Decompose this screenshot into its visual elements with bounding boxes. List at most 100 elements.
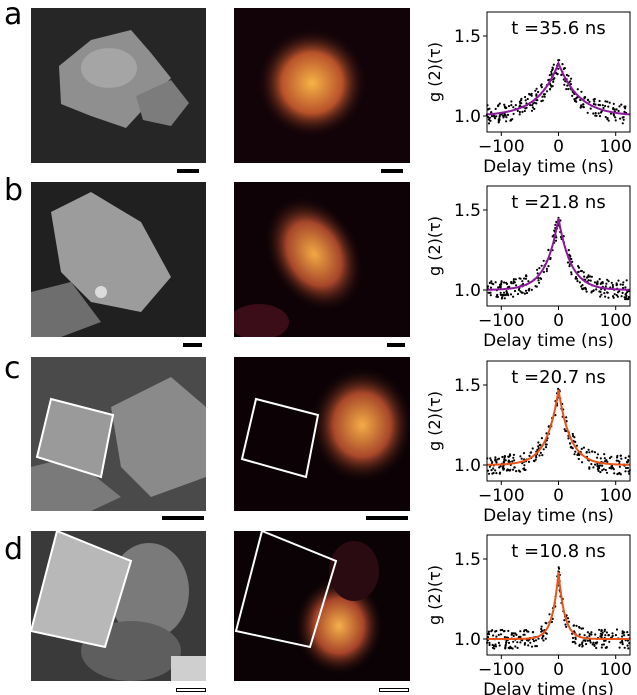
data-point bbox=[492, 467, 495, 470]
data-point bbox=[601, 631, 604, 634]
data-point bbox=[565, 73, 568, 77]
data-point bbox=[504, 646, 507, 649]
data-point bbox=[515, 470, 518, 473]
data-point bbox=[617, 279, 620, 282]
data-point bbox=[524, 95, 527, 99]
data-point bbox=[585, 451, 588, 454]
data-point bbox=[541, 95, 544, 98]
data-point bbox=[624, 105, 627, 108]
data-point bbox=[564, 623, 567, 626]
data-point bbox=[574, 642, 577, 645]
data-point bbox=[597, 103, 600, 106]
data-point bbox=[540, 437, 543, 440]
plot-title: t =20.7 ns bbox=[511, 367, 605, 388]
data-point bbox=[622, 118, 625, 121]
data-point bbox=[595, 642, 598, 645]
data-point bbox=[588, 451, 591, 454]
fit-line bbox=[487, 571, 630, 640]
data-point bbox=[569, 83, 572, 86]
data-point bbox=[540, 630, 543, 633]
data-point bbox=[489, 286, 493, 289]
data-point bbox=[607, 280, 610, 283]
data-point bbox=[518, 113, 521, 116]
data-point bbox=[494, 107, 497, 110]
data-point bbox=[627, 633, 630, 637]
data-point bbox=[530, 94, 533, 97]
data-point bbox=[511, 460, 514, 463]
data-point bbox=[593, 100, 596, 103]
data-point bbox=[509, 454, 512, 457]
data-point bbox=[603, 292, 606, 295]
data-point bbox=[585, 642, 588, 646]
data-point bbox=[618, 646, 621, 649]
data-point bbox=[589, 275, 592, 278]
x-tick-label: −100 bbox=[478, 311, 525, 331]
data-point bbox=[589, 279, 592, 282]
data-point bbox=[600, 634, 603, 637]
data-point bbox=[497, 118, 500, 122]
data-point bbox=[571, 447, 574, 450]
data-point bbox=[524, 468, 527, 471]
data-point bbox=[510, 633, 513, 636]
data-point bbox=[500, 280, 503, 283]
data-point bbox=[491, 461, 494, 464]
data-point bbox=[621, 643, 624, 646]
data-point bbox=[537, 279, 540, 282]
data-point bbox=[550, 72, 553, 75]
data-point bbox=[496, 293, 499, 296]
data-point bbox=[588, 466, 591, 469]
data-point bbox=[595, 288, 598, 291]
data-point bbox=[499, 293, 502, 296]
data-point bbox=[568, 265, 571, 268]
data-point bbox=[488, 465, 491, 468]
data-point bbox=[501, 296, 504, 299]
scale-bar-c1 bbox=[162, 516, 204, 520]
data-point bbox=[626, 631, 629, 634]
data-point bbox=[610, 281, 613, 284]
data-point bbox=[606, 117, 609, 121]
data-point bbox=[490, 459, 493, 462]
data-point bbox=[522, 633, 525, 636]
data-point bbox=[503, 457, 506, 461]
data-point bbox=[498, 283, 502, 286]
data-point bbox=[578, 644, 581, 647]
data-point bbox=[512, 453, 515, 456]
data-point bbox=[575, 444, 578, 447]
data-point bbox=[581, 284, 584, 287]
data-point bbox=[581, 287, 584, 290]
data-point bbox=[596, 456, 599, 459]
data-point bbox=[557, 567, 561, 570]
data-point bbox=[623, 296, 626, 299]
data-point bbox=[598, 628, 601, 631]
data-point bbox=[537, 90, 540, 94]
data-point bbox=[599, 290, 602, 293]
data-point bbox=[598, 99, 601, 103]
data-point bbox=[523, 109, 526, 113]
data-point bbox=[516, 109, 519, 112]
data-point bbox=[597, 465, 600, 468]
data-point bbox=[582, 106, 585, 109]
y-tick-label: 1.5 bbox=[454, 201, 481, 221]
data-point bbox=[622, 631, 625, 634]
data-point bbox=[510, 100, 513, 103]
data-point bbox=[623, 646, 626, 649]
data-point bbox=[545, 443, 548, 446]
data-point bbox=[562, 78, 565, 81]
data-point bbox=[532, 459, 535, 462]
data-point bbox=[604, 295, 607, 298]
data-point bbox=[527, 639, 530, 642]
data-point bbox=[592, 289, 595, 293]
data-point bbox=[509, 293, 513, 296]
data-point bbox=[626, 639, 629, 642]
data-point bbox=[606, 460, 609, 463]
data-point bbox=[594, 463, 597, 466]
data-point bbox=[503, 629, 506, 633]
data-point bbox=[540, 86, 543, 89]
data-point bbox=[590, 291, 593, 294]
data-point bbox=[537, 445, 540, 448]
data-point bbox=[621, 291, 624, 294]
panel-label-c: c bbox=[4, 351, 21, 386]
data-point bbox=[625, 279, 628, 282]
data-point bbox=[620, 295, 623, 298]
